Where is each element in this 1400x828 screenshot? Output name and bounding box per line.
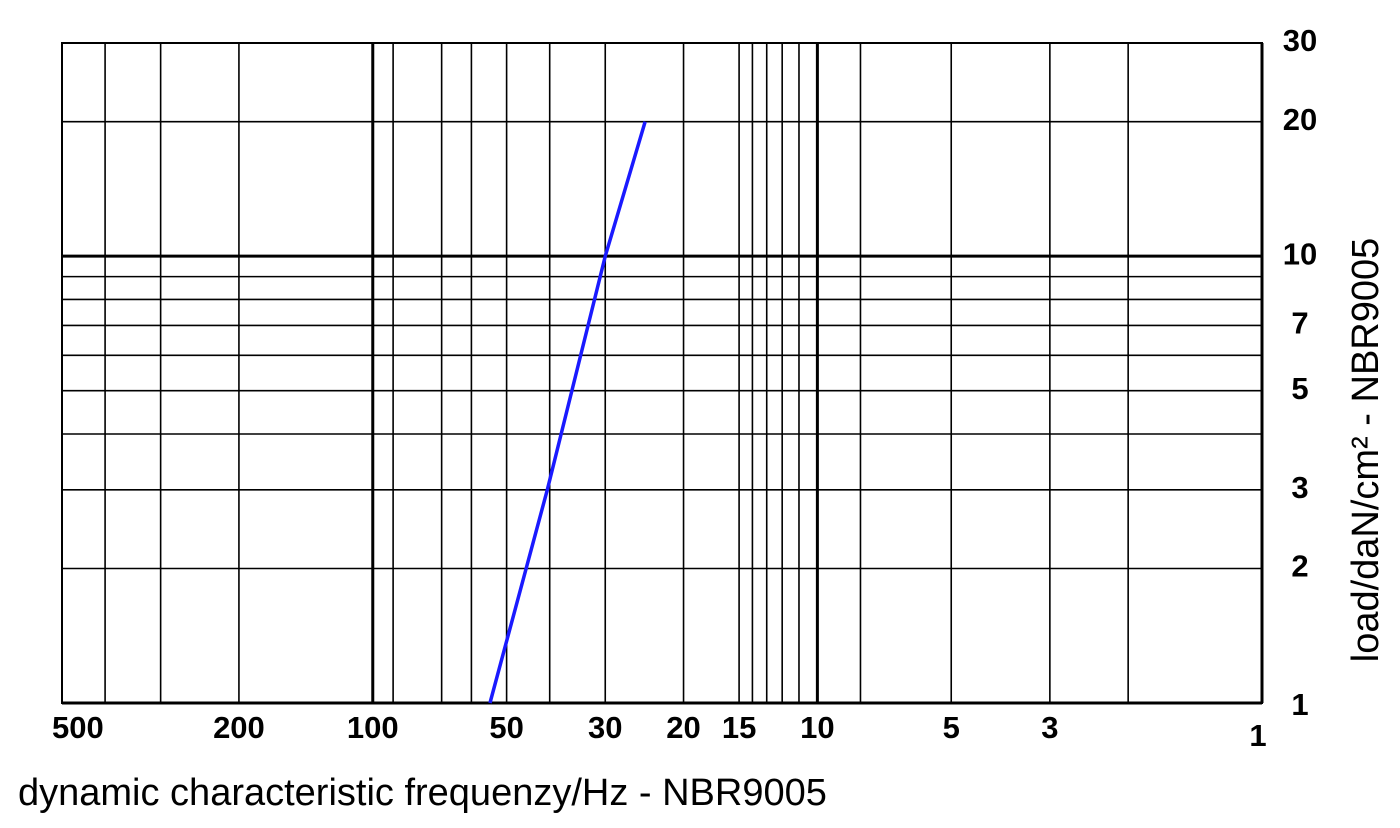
x-tick-label: 1 xyxy=(1249,718,1266,753)
plot-frame xyxy=(61,42,1263,704)
y-tick-label: 5 xyxy=(1291,371,1308,406)
x-tick-label: 20 xyxy=(666,710,700,745)
y-axis-label: load/daN/cm² - NBR9005 xyxy=(1345,238,1387,663)
x-tick-label: 500 xyxy=(52,710,104,745)
x-tick-label: 100 xyxy=(347,710,399,745)
x-tick-label: 15 xyxy=(722,710,756,745)
data-line xyxy=(488,121,647,704)
y-tick-label: 20 xyxy=(1283,102,1317,137)
y-tick-label: 3 xyxy=(1291,470,1308,505)
y-tick-label: 7 xyxy=(1291,306,1308,341)
x-tick-label: 3 xyxy=(1041,710,1058,745)
y-tick-label: 1 xyxy=(1291,687,1308,722)
y-tick-label: 30 xyxy=(1283,23,1317,58)
x-axis-label: dynamic characteristic frequenzy/Hz - NB… xyxy=(18,772,827,814)
y-tick-label: 2 xyxy=(1291,549,1308,584)
y-tick-label: 10 xyxy=(1283,236,1317,271)
x-tick-label: 200 xyxy=(213,710,265,745)
x-tick-label: 30 xyxy=(588,710,622,745)
x-tick-label: 10 xyxy=(800,710,834,745)
x-tick-label: 50 xyxy=(489,710,523,745)
x-tick-label: 5 xyxy=(943,710,960,745)
